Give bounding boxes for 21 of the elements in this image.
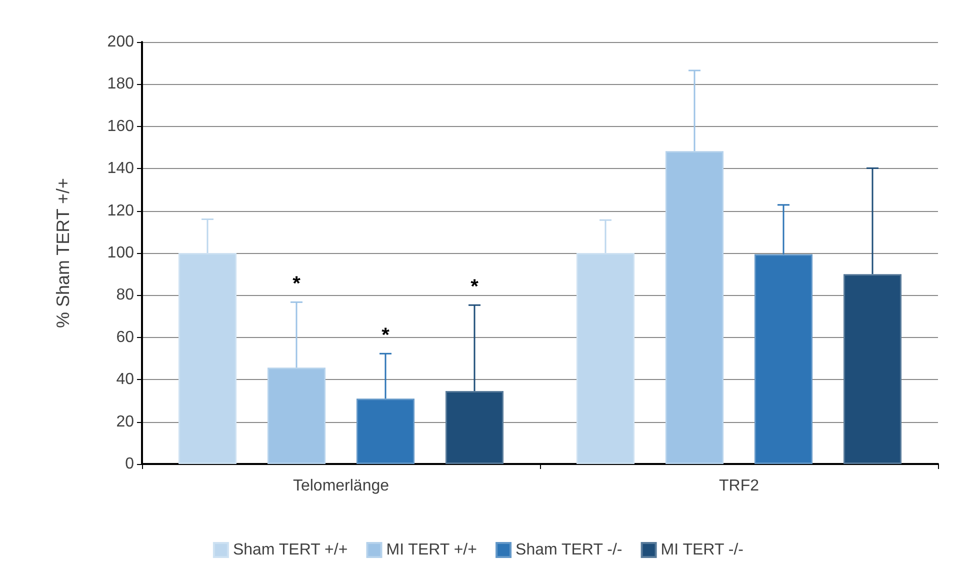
x-tick-label: Telomerlänge — [292, 478, 390, 494]
legend-label: MI TERT -/- — [660, 542, 744, 558]
legend-label: Sham TERT -/- — [516, 542, 622, 558]
y-tick-label: 60 — [116, 328, 134, 346]
y-tick-label: 180 — [107, 76, 134, 93]
y-tick-label: 160 — [107, 118, 134, 135]
y-tick-label: 200 — [107, 34, 134, 50]
annotation: * — [292, 273, 301, 296]
y-tick-label: 100 — [107, 244, 134, 262]
y-tick-label: 140 — [107, 160, 134, 178]
x-tick-label: TRF2 — [719, 478, 760, 494]
legend-label: MI TERT +/+ — [386, 542, 477, 558]
y-tick-label: 20 — [116, 413, 134, 430]
annotation: * — [382, 324, 390, 347]
legend-label: Sham TERT +/+ — [232, 542, 348, 558]
y-tick-label: 80 — [116, 286, 134, 304]
y-axis-title: % Sham TERT +/+ — [53, 178, 73, 328]
y-tick-label: 40 — [116, 371, 134, 388]
y-tick-label: 120 — [107, 202, 134, 220]
annotation: * — [470, 276, 479, 298]
y-tick-label: 0 — [125, 456, 134, 472]
